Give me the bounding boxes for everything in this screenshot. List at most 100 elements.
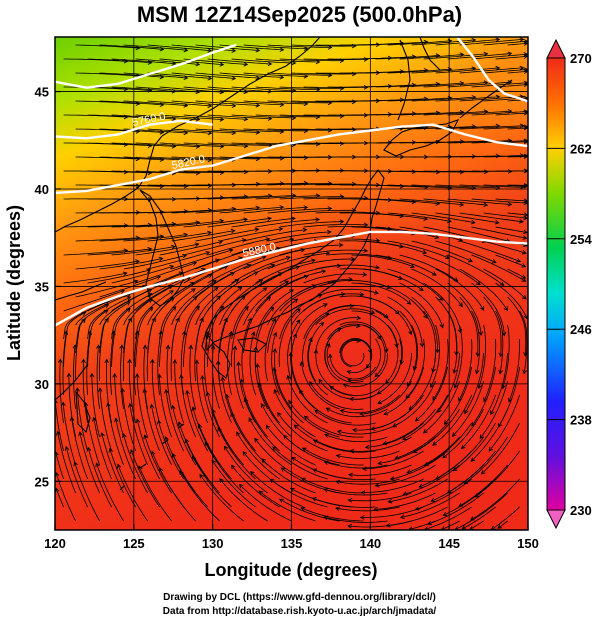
streamline-arrowhead	[432, 441, 437, 446]
streamline	[238, 362, 256, 424]
streamline-arrowhead	[253, 271, 259, 276]
streamline-arrowhead	[507, 80, 513, 85]
streamline	[318, 379, 376, 400]
streamline	[400, 492, 460, 518]
streamline	[478, 324, 486, 389]
streamline	[261, 458, 316, 494]
streamline-arrowhead	[213, 287, 219, 292]
streamline	[99, 72, 164, 78]
streamline	[291, 44, 356, 47]
streamline	[495, 254, 526, 267]
streamline	[110, 331, 115, 396]
streamline	[117, 464, 148, 522]
streamline-arrowhead	[471, 37, 477, 43]
streamline-arrowhead	[394, 343, 399, 349]
credit-line-2: Data from http://database.rish.kyoto-u.a…	[162, 606, 437, 617]
streamline-arrowhead	[299, 361, 305, 366]
streamline-arrowhead	[219, 117, 225, 122]
streamline-arrowhead	[483, 169, 489, 175]
streamline	[427, 492, 484, 525]
streamline	[75, 237, 140, 242]
streamline	[442, 408, 484, 459]
streamline-arrowhead	[277, 272, 283, 277]
streamline-arrowhead	[278, 498, 284, 503]
streamline	[204, 441, 244, 494]
streamline-arrowhead	[483, 202, 489, 208]
streamline-arrowhead	[255, 47, 261, 53]
streamline-arrowhead	[367, 348, 373, 354]
streamline-arrowhead	[364, 444, 370, 450]
streamline	[241, 318, 252, 382]
streamline	[267, 183, 332, 186]
streamline	[159, 468, 196, 522]
streamline	[387, 68, 452, 74]
streamline-arrowhead	[323, 460, 329, 465]
streamline	[201, 375, 220, 438]
streamline	[123, 317, 132, 382]
streamline-arrowhead	[258, 279, 264, 284]
streamline-arrowhead	[126, 296, 132, 301]
streamline	[279, 58, 344, 62]
streamline-arrowhead	[419, 286, 424, 292]
streamline-arrowhead	[170, 404, 176, 410]
streamline-arrowhead	[148, 306, 154, 312]
streamline-arrowhead	[458, 237, 464, 242]
streamline-arrowhead	[218, 240, 224, 245]
streamline-arrowhead	[321, 269, 327, 274]
streamline-arrowhead	[348, 277, 354, 282]
x-tick-label: 135	[281, 536, 303, 551]
streamline	[267, 231, 331, 242]
streamline	[123, 156, 188, 161]
streamline-arrowhead	[243, 116, 249, 122]
streamline-arrowhead	[507, 51, 513, 57]
streamline-arrowhead	[72, 344, 78, 349]
streamline	[415, 366, 448, 422]
streamline-arrowhead	[217, 426, 222, 432]
streamline	[243, 44, 308, 50]
streamline-arrowhead	[519, 65, 525, 71]
x-tick-label: 130	[202, 536, 224, 551]
streamline	[123, 184, 188, 187]
streamline	[227, 331, 232, 396]
streamline-arrowhead	[254, 227, 260, 233]
streamline-arrowhead	[326, 342, 331, 348]
streamline	[244, 398, 280, 452]
streamline	[135, 262, 197, 284]
streamline	[312, 497, 376, 508]
streamline	[326, 343, 364, 383]
streamline	[195, 207, 260, 214]
streamline-arrowhead	[411, 199, 417, 205]
streamline-arrowhead	[224, 445, 229, 451]
streamline-arrowhead	[116, 463, 122, 469]
streamline-arrowhead	[142, 388, 147, 393]
streamline	[459, 184, 524, 188]
streamline	[483, 296, 502, 357]
streamline	[471, 366, 496, 427]
streamline	[87, 269, 151, 284]
streamline	[340, 394, 400, 414]
streamline	[179, 470, 220, 522]
streamline-arrowhead	[453, 383, 458, 389]
streamline-arrowhead	[207, 207, 213, 213]
streamline	[207, 114, 272, 120]
streamline	[186, 390, 208, 452]
height-contour-line	[55, 119, 213, 140]
streamline-arrowhead	[61, 401, 66, 407]
streamline-arrowhead	[319, 321, 325, 327]
streamline	[278, 308, 301, 368]
streamline-arrowhead	[296, 308, 301, 313]
streamline-arrowhead	[108, 447, 114, 453]
streamline-arrowhead	[422, 249, 428, 255]
streamline	[171, 72, 236, 79]
streamline-arrowhead	[406, 300, 412, 305]
streamline	[423, 170, 488, 173]
x-tick-label: 140	[359, 536, 381, 551]
streamline	[207, 86, 272, 92]
streamline-arrowhead	[291, 60, 297, 66]
streamline-arrowhead	[312, 439, 318, 444]
streamline-arrowhead	[365, 364, 371, 369]
streamline	[183, 170, 248, 173]
streamline	[387, 240, 450, 259]
streamline-arrowhead	[283, 434, 288, 440]
streamline-arrowhead	[470, 457, 476, 462]
